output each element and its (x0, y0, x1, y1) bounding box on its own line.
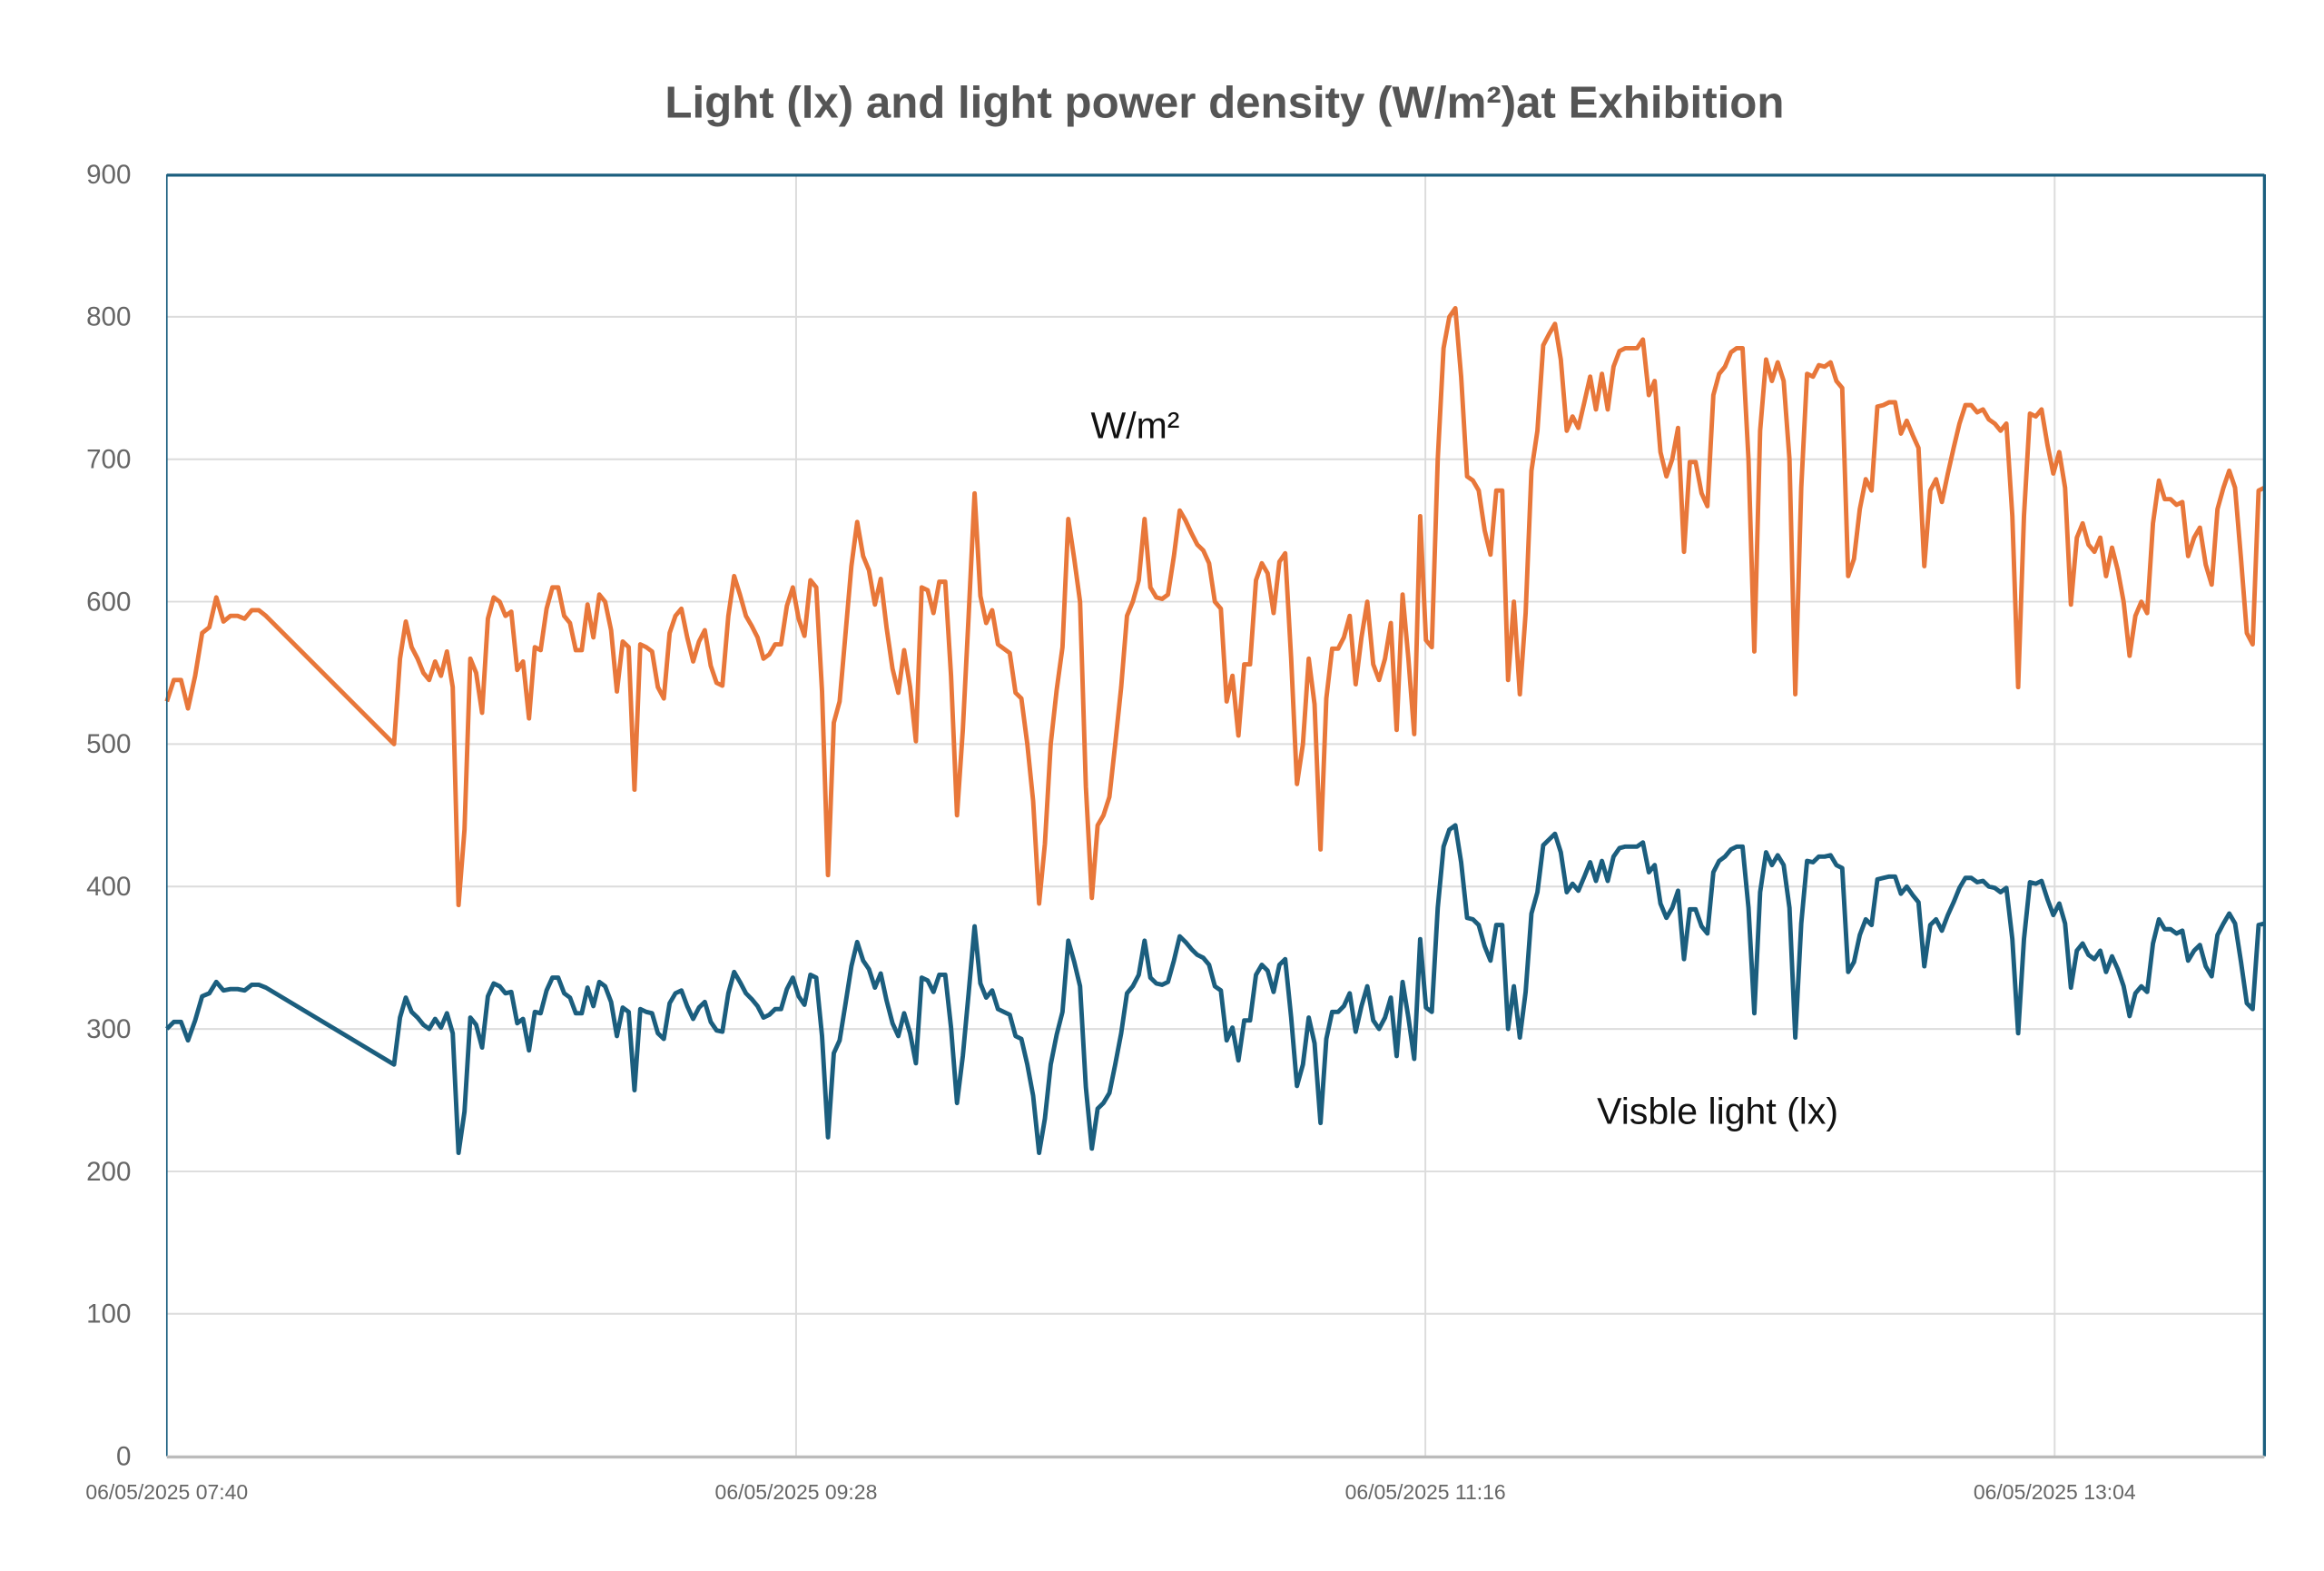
y-tick-label: 300 (86, 1014, 131, 1044)
chart-title: Light (lx) and light power density (W/m²… (665, 78, 1784, 128)
annotation-light: Visble light (lx) (1597, 1091, 1838, 1132)
gridlines (166, 174, 2265, 1457)
y-tick-label: 800 (86, 302, 131, 332)
x-tick-label: 06/05/2025 13:04 (1974, 1480, 2136, 1504)
series-line-visible-light (165, 823, 2265, 1156)
annotation-power: W/m² (1090, 405, 1179, 447)
y-tick-label: 400 (86, 872, 131, 902)
x-tick-label: 06/05/2025 07:40 (85, 1480, 248, 1504)
series-group (164, 305, 2266, 1156)
x-axis-ticks: 06/05/2025 07:40 06/05/2025 09:28 06/05/20… (85, 1480, 2136, 1504)
x-tick-label: 06/05/2025 11:16 (1345, 1480, 1506, 1504)
y-axis-ticks: 0 100 200 300 400 500 600 700 800 900 (86, 160, 131, 1472)
y-tick-label: 100 (86, 1299, 131, 1329)
y-tick-label: 0 (116, 1441, 131, 1471)
y-tick-label: 500 (86, 729, 131, 759)
y-tick-label: 900 (86, 160, 131, 190)
y-tick-label: 700 (86, 445, 131, 475)
x-tick-label: 06/05/2025 09:28 (715, 1480, 878, 1504)
series-line-power-density (164, 305, 2266, 908)
y-tick-label: 200 (86, 1157, 131, 1187)
y-tick-label: 600 (86, 587, 131, 617)
